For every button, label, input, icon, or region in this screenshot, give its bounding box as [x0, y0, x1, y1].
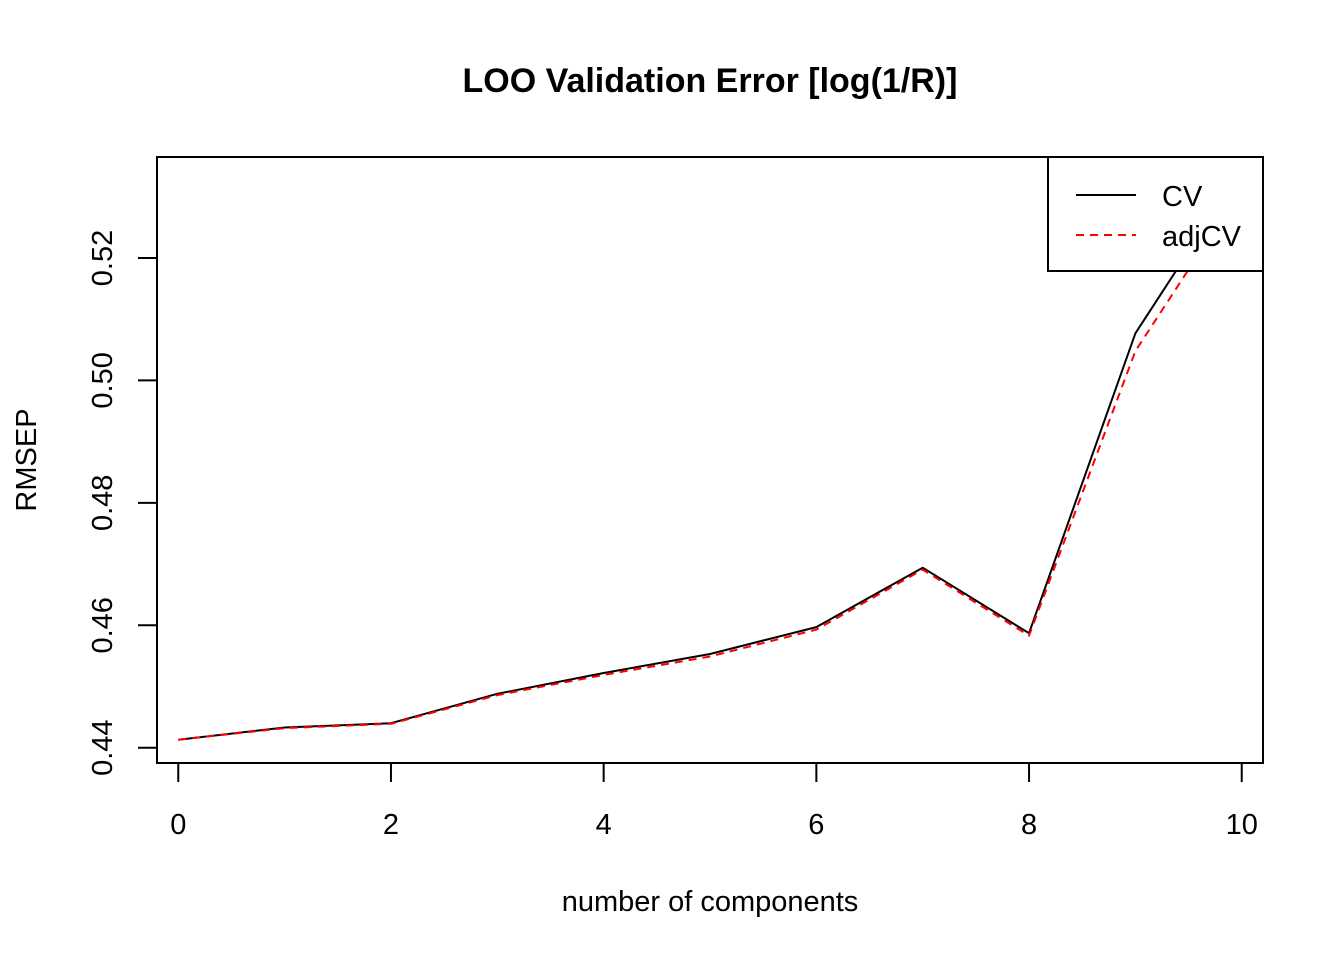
y-tick-label: 0.52: [87, 230, 119, 286]
y-tick-label: 0.50: [87, 352, 119, 408]
y-tick-label: 0.48: [87, 475, 119, 531]
series-line-cv: [178, 169, 1243, 741]
legend-box: [1047, 156, 1264, 272]
x-tick-label: 8: [1021, 809, 1037, 841]
legend-label-adjcv: adjCV: [1162, 221, 1242, 253]
x-tick-label: 6: [808, 809, 824, 841]
x-tick-label: 2: [383, 809, 399, 841]
y-tick-label: 0.46: [87, 597, 119, 653]
x-axis: 0 2 4 6 8 10: [170, 762, 1258, 841]
x-tick-label: 0: [170, 809, 186, 841]
chart-title: LOO Validation Error [log(1/R)]: [463, 62, 958, 100]
y-axis: 0.44 0.46 0.48 0.50 0.52: [87, 230, 158, 776]
series-layer: [178, 169, 1243, 741]
legend-label-cv: CV: [1162, 181, 1203, 213]
x-axis-label: number of components: [562, 886, 859, 918]
plot-area: [178, 169, 1243, 741]
x-tick-label: 10: [1226, 809, 1258, 841]
y-axis-label: RMSEP: [11, 408, 43, 511]
y-tick-label: 0.44: [87, 719, 119, 775]
x-tick-label: 4: [596, 809, 612, 841]
series-line-adjcv: [178, 187, 1243, 741]
legend: CV adjCV: [1047, 156, 1264, 272]
